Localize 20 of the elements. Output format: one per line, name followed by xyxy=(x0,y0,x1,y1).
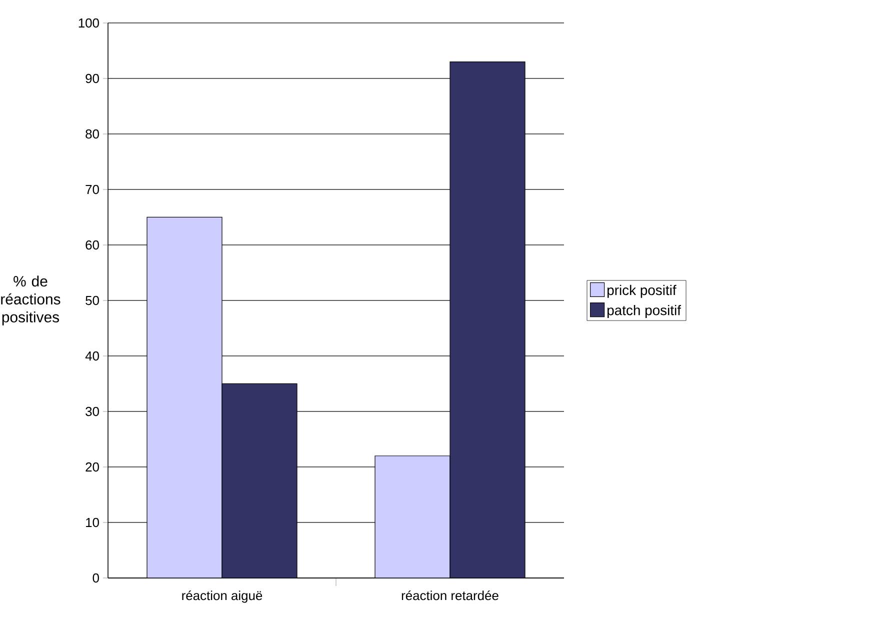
bar xyxy=(222,383,298,578)
y-tick-label: 0 xyxy=(92,573,99,583)
y-tick-label: 10 xyxy=(86,518,99,528)
y-tick-label: 40 xyxy=(85,351,99,361)
y-tick-label: 20 xyxy=(86,462,99,472)
y-tick-label: 70 xyxy=(86,184,99,194)
y-tick-label: 60 xyxy=(86,240,99,250)
bar xyxy=(146,216,222,578)
y-tick-label: 30 xyxy=(86,406,99,416)
y-tick-label: 100 xyxy=(78,18,99,28)
x-tick-label: réaction retardée xyxy=(402,590,498,600)
bar xyxy=(374,456,450,578)
bar xyxy=(450,62,526,578)
y-tick-label: 90 xyxy=(86,74,99,84)
y-tick-label: 80 xyxy=(86,129,99,139)
y-tick-label: 50 xyxy=(86,296,99,306)
x-tick-label: réaction aiguë xyxy=(182,590,262,603)
y-axis-title: % de réactions positives xyxy=(1,276,60,326)
legend-label: prick positif xyxy=(608,284,676,298)
legend-label: patch positif xyxy=(608,304,682,318)
